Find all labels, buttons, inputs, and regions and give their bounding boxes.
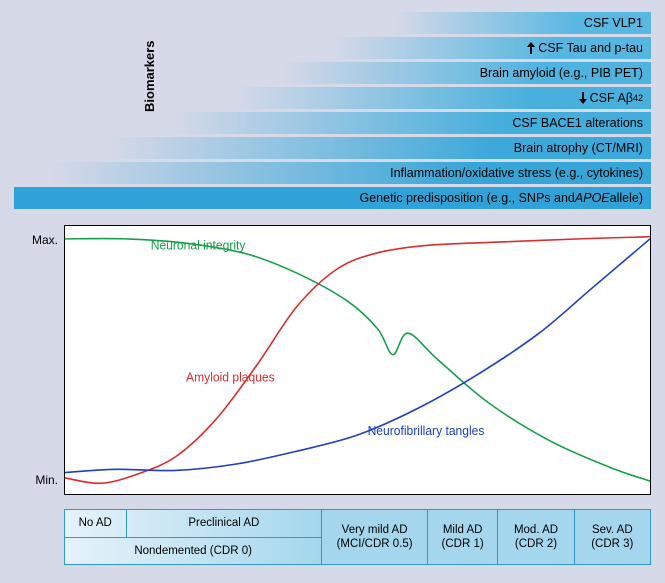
curve-neuronal-integrity — [65, 239, 650, 482]
y-axis-labels: Max. Min. — [14, 225, 64, 495]
chart-plot-area: Neuronal integrity Amyloid plaques Neurofi… — [64, 225, 651, 495]
biomarker-bar: Genetic predisposition (e.g., SNPs and A… — [14, 187, 651, 209]
stage-box: Very mild AD(MCI/CDR 0.5) — [322, 509, 428, 565]
stage-box: Mild AD(CDR 1) — [428, 509, 498, 565]
curve-label: Neurofibrillary tangles — [368, 424, 485, 438]
stage-box: Sev. AD(CDR 3) — [575, 509, 651, 565]
biomarker-bars: Biomarkers CSF VLP1 CSF Tau and p-tau Brai… — [14, 12, 651, 212]
curve-label: Neuronal integrity — [151, 238, 246, 252]
y-max-label: Max. — [32, 233, 58, 247]
biomarker-bar: CSF Tau and p-tau — [333, 37, 652, 59]
stage-group-nondemented: No ADPreclinical ADNondemented (CDR 0) — [64, 509, 322, 565]
biomarker-bar: Brain atrophy (CT/MRI) — [110, 137, 651, 159]
biomarker-bar: CSF Aβ42 — [237, 87, 651, 109]
disease-stages: No ADPreclinical ADNondemented (CDR 0)Ve… — [64, 509, 651, 565]
stage-cell: Preclinical AD — [127, 510, 322, 537]
biomarker-bar: CSF BACE1 alterations — [173, 112, 651, 134]
progression-chart: Max. Min. Neuronal integrity Amyloid plaq… — [14, 225, 651, 495]
stage-box: Mod. AD(CDR 2) — [498, 509, 574, 565]
biomarker-bar: Brain amyloid (e.g., PIB PET) — [282, 62, 651, 84]
biomarkers-axis-label: Biomarkers — [142, 40, 157, 112]
y-min-label: Min. — [35, 473, 58, 487]
curve-neurofibrillary-tangles — [65, 239, 650, 473]
stage-cell: Nondemented (CDR 0) — [65, 538, 321, 565]
biomarker-bar: Inflammation/oxidative stress (e.g., cyt… — [52, 162, 651, 184]
curve-label: Amyloid plaques — [186, 370, 275, 384]
stage-cell: No AD — [65, 510, 127, 537]
biomarker-bar: CSF VLP1 — [396, 12, 651, 34]
